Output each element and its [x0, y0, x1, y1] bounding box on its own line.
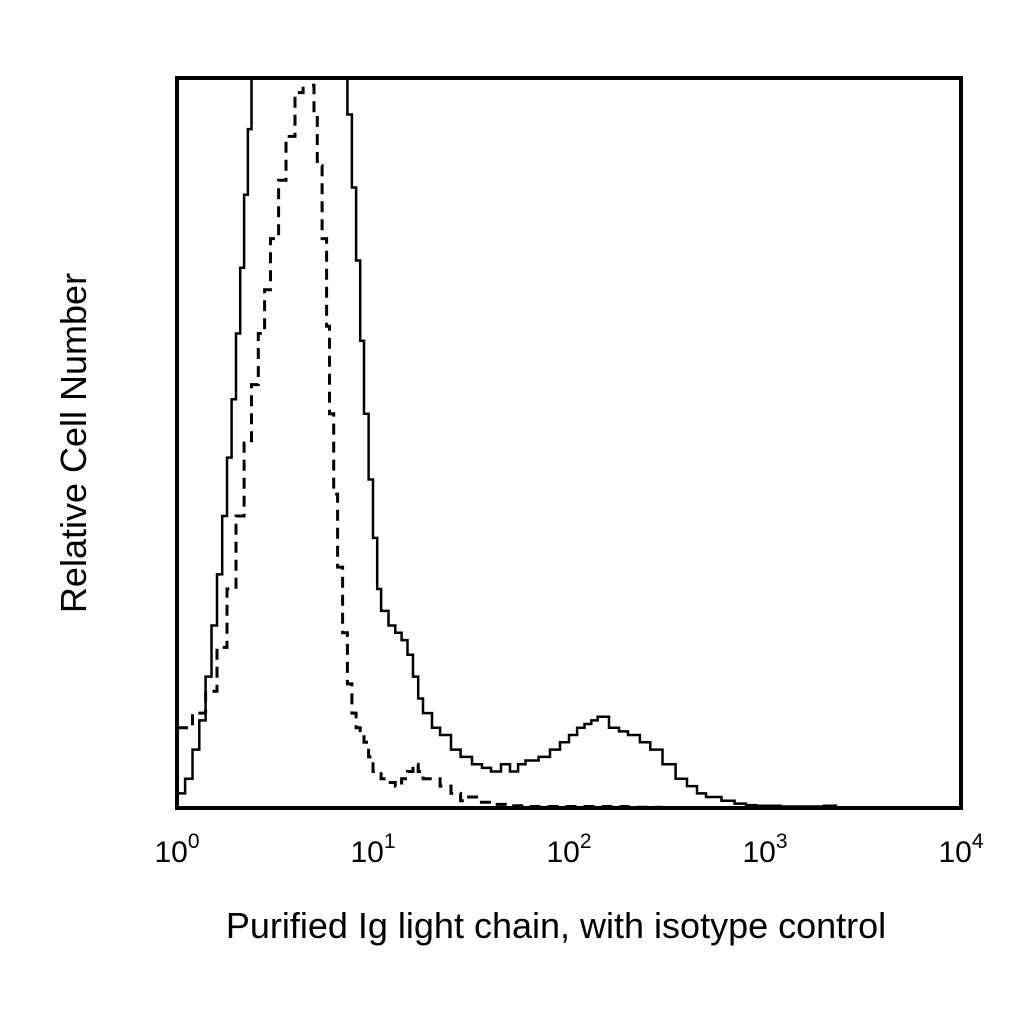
x-tick-label: 103	[742, 830, 787, 869]
x-tick-exponent: 1	[384, 830, 396, 853]
x-tick-exponent: 4	[972, 830, 984, 853]
x-tick-exponent: 2	[580, 830, 592, 853]
x-tick-label: 102	[546, 830, 591, 869]
x-tick-label: 100	[154, 830, 199, 869]
x-tick-base: 10	[546, 836, 579, 869]
x-tick-base: 10	[350, 836, 383, 869]
x-tick-base: 10	[154, 836, 187, 869]
x-tick-exponent: 0	[188, 830, 200, 853]
x-tick-exponent: 3	[776, 830, 788, 853]
series-solid-line	[177, 76, 838, 808]
x-axis-label: Purified Ig light chain, with isotype co…	[226, 905, 886, 946]
x-tick-base: 10	[938, 836, 971, 869]
series-layer	[177, 76, 838, 809]
x-tick-label: 101	[350, 830, 395, 869]
x-tick-base: 10	[742, 836, 775, 869]
y-axis-label: Relative Cell Number	[53, 273, 94, 613]
plot-frame	[175, 76, 963, 810]
x-tick-label: 104	[938, 830, 983, 869]
x-tick-layer: 100 101 102 103 104	[154, 830, 983, 869]
series-dashed-line	[177, 76, 663, 809]
